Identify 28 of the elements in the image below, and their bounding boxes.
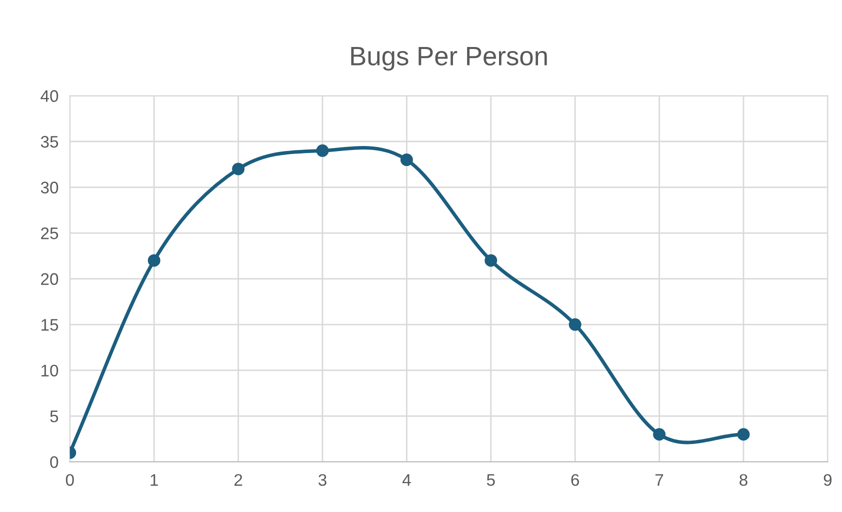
point [148, 254, 160, 267]
y-tick-label: 30 [40, 182, 58, 194]
y-tick-label: 5 [50, 410, 58, 422]
chart-title: Bugs Per Person [351, 47, 547, 71]
point [400, 154, 413, 166]
x-tick-label: 0 [66, 474, 74, 486]
x-tick-label: 8 [740, 474, 748, 486]
x-tick-label: 2 [234, 474, 242, 486]
point [316, 144, 329, 157]
y-tick-label: 25 [41, 227, 58, 240]
x-tick-label: 3 [318, 474, 326, 486]
x-tick-label: 7 [656, 474, 664, 486]
point [232, 162, 245, 176]
y-tick-label: 0 [50, 456, 58, 468]
y-tick-label: 15 [42, 319, 58, 331]
y-tick-label: 35 [40, 136, 58, 148]
x-tick-label: 9 [824, 474, 832, 486]
point [484, 254, 498, 267]
point [737, 428, 750, 441]
point [568, 318, 582, 331]
y-tick-label: 20 [41, 273, 58, 285]
x-tick-label: 1 [150, 474, 158, 486]
x-tick-label: 4 [402, 474, 411, 486]
x-tick-label: 6 [571, 474, 579, 486]
y-tick-label: 10 [42, 364, 58, 377]
y-tick-label: 40 [40, 90, 58, 102]
point [653, 428, 666, 441]
x-tick-label: 5 [486, 474, 495, 486]
